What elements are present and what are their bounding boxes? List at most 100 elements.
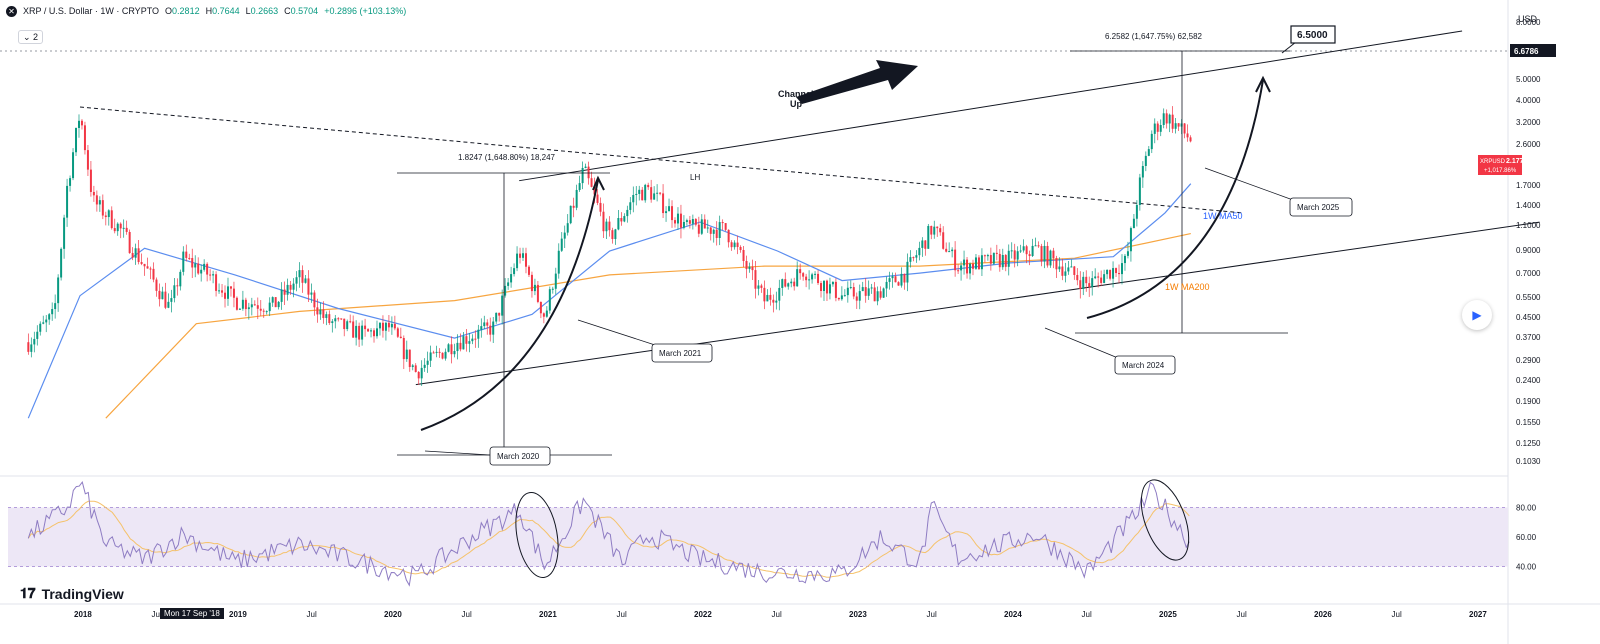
candle-body [834,281,837,298]
rsi-divergence-ellipse-2025 [1140,479,1190,561]
candle-body [751,266,754,271]
candle-body [620,218,623,222]
candle-body [563,232,566,239]
callout-leader [577,319,656,346]
candle-body [489,325,492,335]
candle-body [125,227,128,232]
curve-arrow-2020-head [592,175,605,191]
candle-body [206,263,209,275]
candle-body [697,224,700,234]
candle-body [232,288,235,298]
candle-body [668,206,671,212]
play-button[interactable]: ▶ [1462,300,1492,330]
candle-body [778,287,781,301]
candle-body [1064,271,1067,276]
candle-body [414,365,417,372]
candle-body [295,277,298,284]
candle-body [182,251,185,272]
candle-body [331,321,334,324]
tradingview-logo[interactable]: 𝟏𝟕 TradingView [20,585,124,602]
candle-body [843,295,846,297]
candle-body [423,364,426,368]
time-axis-label: 2018 [74,610,92,619]
measure-top-label: 6.2582 (1,647.75%) 62,582 [1105,32,1203,41]
candle-body [86,150,89,170]
candle-body [1073,266,1076,275]
candle-body [700,219,703,234]
candle-body [519,253,522,258]
candle-body [72,152,75,179]
candle-body [665,211,668,214]
candle-body [581,167,584,184]
time-axis-label: 2026 [1314,610,1332,619]
candle-body [83,125,86,151]
candle-body [1186,133,1189,138]
candle-body [995,252,998,254]
currency-label[interactable]: USD [1518,14,1538,24]
candle-body [241,299,244,309]
time-axis-label: 2021 [539,610,557,619]
ohlc-change: +0.2896 (+103.13%) [324,6,407,16]
candle-body [298,270,301,278]
candle-body [253,304,256,306]
candle-body [1031,245,1034,257]
candle-body [527,266,530,275]
candle-body [966,259,969,274]
candle-body [510,274,513,283]
candle-body [1082,276,1085,289]
candle-body [480,326,483,330]
indicator-collapse-toggle[interactable]: ⌄ 2 [18,30,44,44]
candle-body [703,219,706,229]
candle-body [1070,266,1073,268]
candle-body [262,310,265,312]
candle-body [191,258,194,268]
candle-body [27,342,30,352]
candle-body [811,274,814,280]
candle-body [373,330,376,337]
candle-body [33,338,36,345]
candle-body [1189,137,1192,142]
price-axis-tick: 0.2400 [1516,376,1541,385]
candle-body [492,321,495,335]
candle-body [468,341,471,344]
callout-label: March 2020 [497,452,540,461]
candle-body [1088,283,1091,287]
candle-body [662,193,665,214]
candle-body [542,313,545,317]
candle-body [873,287,876,302]
candle-body [349,321,352,323]
candle-body [54,303,57,310]
candle-body [387,322,390,328]
candle-body [1180,123,1183,127]
candle-body [769,294,772,300]
candle-body [271,297,274,303]
tradingview-logo-icon: 𝟏𝟕 [20,585,36,601]
candle-body [676,213,679,224]
candle-body [763,287,766,302]
last-price-tag [1478,155,1522,175]
candle-body [906,261,909,283]
candle-body [146,266,149,269]
symbol-header[interactable]: ✕ XRP / U.S. Dollar · 1W · CRYPTO O0.281… [6,4,406,18]
candle-body [140,262,143,264]
candle-body [650,187,653,200]
candle-body [209,274,212,276]
candle-body [712,229,715,234]
candle-body [131,253,134,258]
candle-body [1141,165,1144,178]
candle-body [319,309,322,315]
candle-body [226,286,229,299]
candle-body [942,232,945,249]
lh-label: LH [690,173,700,182]
candle-body [989,255,992,264]
callout-box [489,446,551,466]
candle-body [933,226,936,235]
candle-body [66,185,69,218]
candle-body [796,269,799,287]
candle-body [614,229,617,240]
candle-body [706,227,709,229]
candle-body [882,288,885,298]
candle-body [95,195,98,205]
candle-body [954,249,957,271]
